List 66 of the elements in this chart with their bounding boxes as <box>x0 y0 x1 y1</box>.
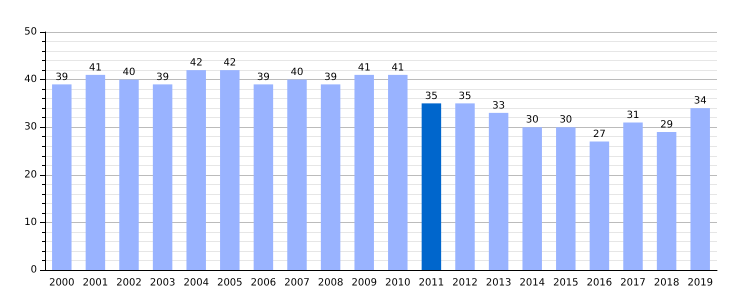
bar <box>220 70 240 270</box>
data-label: 27 <box>593 128 606 140</box>
x-tick-label: 2008 <box>318 278 344 288</box>
x-tick-label: 2005 <box>217 278 243 288</box>
data-label: 34 <box>694 96 707 107</box>
x-tick-label: 2010 <box>385 278 411 288</box>
data-label: 29 <box>660 119 673 130</box>
y-tick-label: 30 <box>24 122 37 133</box>
x-tick-label: 2004 <box>183 278 209 288</box>
bar <box>119 80 139 270</box>
data-label: 39 <box>156 72 169 83</box>
bar <box>623 122 643 270</box>
bar <box>590 141 610 270</box>
bar <box>186 70 206 270</box>
bar <box>422 103 442 270</box>
data-label: 30 <box>526 114 539 126</box>
x-tick-label: 2001 <box>82 278 108 288</box>
bar <box>388 74 408 270</box>
data-label: 30 <box>559 114 572 126</box>
y-tick-label: 20 <box>24 169 37 180</box>
x-tick-label: 2007 <box>284 278 310 288</box>
x-tick-label: 2006 <box>250 278 276 288</box>
x-tick-label: 2015 <box>553 278 579 288</box>
x-tick-label: 2003 <box>150 278 176 288</box>
data-label: 39 <box>257 72 270 83</box>
data-label: 41 <box>89 62 102 74</box>
x-tick-label: 2013 <box>486 278 512 288</box>
x-tick-label: 2002 <box>116 278 142 288</box>
x-tick-label: 2014 <box>519 278 545 288</box>
bar <box>522 127 542 270</box>
x-tick-label: 2011 <box>418 278 444 288</box>
y-tick-label: 50 <box>24 26 37 38</box>
bar <box>488 112 508 270</box>
data-label: 40 <box>290 67 304 78</box>
bar <box>354 74 374 270</box>
data-label: 42 <box>223 58 236 69</box>
bar <box>455 103 475 270</box>
x-tick-label: 2018 <box>654 278 680 288</box>
x-tick-label: 2017 <box>620 278 646 288</box>
data-label: 41 <box>391 62 404 74</box>
data-label: 39 <box>324 72 337 83</box>
y-tick-label: 10 <box>24 216 37 228</box>
x-tick-label: 2016 <box>586 278 612 288</box>
bar <box>320 84 340 270</box>
data-label: 35 <box>458 90 472 102</box>
bar <box>152 84 172 270</box>
x-tick-label: 2019 <box>687 278 713 288</box>
data-label: 39 <box>55 72 68 83</box>
y-tick-label: 40 <box>24 74 37 86</box>
bar <box>52 84 72 270</box>
bar <box>254 84 274 270</box>
x-tick-label: 2000 <box>49 278 75 288</box>
x-tick-label: 2012 <box>452 278 478 288</box>
data-label: 33 <box>492 100 505 112</box>
data-label: 31 <box>626 110 640 121</box>
data-label: 40 <box>122 67 136 78</box>
bar <box>86 74 106 270</box>
y-tick-label: 0 <box>30 264 37 276</box>
bar <box>556 127 576 270</box>
data-label: 41 <box>358 62 371 74</box>
bar <box>656 132 676 270</box>
bar <box>287 80 307 270</box>
data-label: 35 <box>425 90 438 102</box>
x-tick-label: 2009 <box>351 278 377 288</box>
data-label: 42 <box>190 58 203 69</box>
bar <box>690 108 710 270</box>
